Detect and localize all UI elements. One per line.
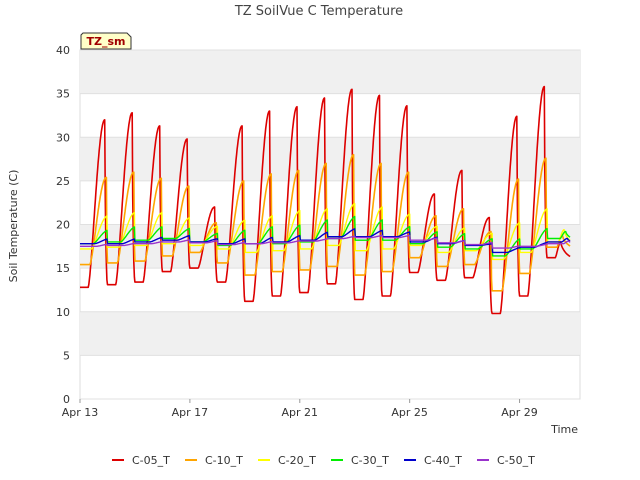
y-tick-label: 25 — [56, 175, 70, 188]
y-tick-label: 35 — [56, 88, 70, 101]
y-tick-label: 40 — [56, 44, 70, 57]
x-axis-label: Time — [550, 423, 578, 436]
x-tick-label: Apr 21 — [282, 406, 319, 419]
legend-label: C-50_T — [497, 454, 535, 467]
legend: C-05_T C-10_T C-20_T C-30_T C-40_T C-50_T — [112, 454, 535, 467]
legend-label: C-05_T — [132, 454, 170, 467]
y-axis-label: Soil Temperature (C) — [7, 170, 20, 283]
x-tick-label: Apr 17 — [172, 406, 209, 419]
grid-lines — [80, 49, 580, 400]
legend-label: C-10_T — [205, 454, 243, 467]
grid-band — [80, 137, 580, 181]
y-tick-label: 10 — [56, 306, 70, 319]
chart-title: TZ SoilVue C Temperature — [234, 4, 403, 19]
series-line-c-05-t — [79, 85, 571, 315]
series-line-c-30-t — [79, 215, 571, 257]
grid-band — [80, 311, 580, 356]
y-tick-label: 15 — [56, 262, 70, 275]
series-line-c-40-t — [79, 228, 571, 254]
y-tick-label: 30 — [56, 131, 70, 144]
grid-band — [80, 224, 580, 269]
x-tick-label: Apr 29 — [501, 406, 538, 419]
legend-label: C-30_T — [351, 454, 389, 467]
legend-label: C-40_T — [424, 454, 462, 467]
y-tick-label: 0 — [63, 393, 70, 406]
x-tick-label: Apr 25 — [391, 406, 428, 419]
grid-band — [80, 50, 580, 94]
series-line-c-20-t — [79, 202, 571, 261]
x-tick-label: Apr 13 — [62, 406, 99, 419]
station-badge-label: TZ_sm — [87, 35, 126, 48]
station-badge: TZ_sm — [80, 32, 132, 50]
y-tick-label: 20 — [56, 219, 70, 232]
y-tick-label: 5 — [63, 349, 70, 362]
legend-label: C-20_T — [278, 454, 316, 467]
series-line-c-50-t — [79, 234, 571, 249]
series-lines — [79, 85, 571, 315]
x-axis-ticks: Apr 13 Apr 17 Apr 21 Apr 25 Apr 29 — [62, 399, 538, 419]
y-axis-ticks: 0 5 10 15 20 25 30 35 40 — [56, 44, 70, 406]
